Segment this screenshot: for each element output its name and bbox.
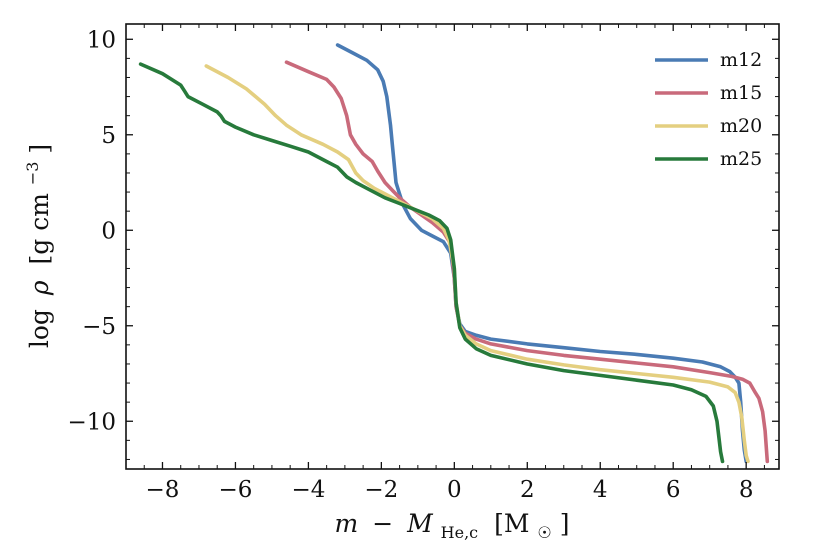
- x-label-minus: −: [372, 509, 393, 538]
- y-label-unit-close: ]: [25, 144, 54, 154]
- x-label-subscript: He,c: [441, 523, 479, 542]
- x-axis-label: m − M He,c [M ☉ ]: [335, 509, 570, 544]
- y-label-unit-sup: −3: [23, 162, 42, 186]
- legend-label-m20: m20: [720, 115, 762, 137]
- x-label-unit-sub: ☉: [537, 523, 551, 542]
- y-label-unit-open: [g cm: [25, 193, 54, 265]
- x-tick-label: 8: [739, 477, 754, 503]
- x-label-M: M: [406, 509, 434, 538]
- y-tick-label: −5: [82, 314, 116, 340]
- x-tick-label: 6: [666, 477, 681, 503]
- x-tick-label: 2: [520, 477, 535, 503]
- plot-frame: [125, 23, 780, 470]
- x-tick-label: 4: [593, 477, 608, 503]
- series-line-m25: [138, 62, 725, 464]
- y-tick-label: 5: [101, 123, 116, 149]
- y-tick-label: 10: [87, 27, 116, 53]
- legend: m12 m15 m20 m25: [655, 49, 762, 170]
- x-tick-label: −6: [218, 477, 252, 503]
- x-tick-label: −2: [364, 477, 398, 503]
- tick-layer: −8 −6 −4 −2 0 2 4 6 8 10 5 0 −5 −10: [67, 24, 779, 503]
- legend-label-m15: m15: [720, 82, 762, 104]
- x-label-m: m: [335, 509, 359, 538]
- y-label-rho: ρ: [25, 280, 54, 296]
- x-label-unit-open: [M: [494, 509, 529, 538]
- y-tick-label: −10: [67, 409, 116, 435]
- x-label-unit-close: ]: [560, 509, 570, 538]
- y-label-log: log: [25, 309, 54, 348]
- series-layer: [138, 43, 770, 464]
- x-tick-label: −4: [291, 477, 325, 503]
- x-tick-label: −8: [146, 477, 180, 503]
- x-tick-label: 0: [447, 477, 462, 503]
- legend-label-m12: m12: [720, 49, 762, 71]
- plot-area: [138, 43, 770, 464]
- y-axis-label: log ρ [g cm −3 ]: [15, 144, 54, 348]
- y-tick-label: 0: [101, 218, 116, 244]
- legend-label-m25: m25: [720, 148, 762, 170]
